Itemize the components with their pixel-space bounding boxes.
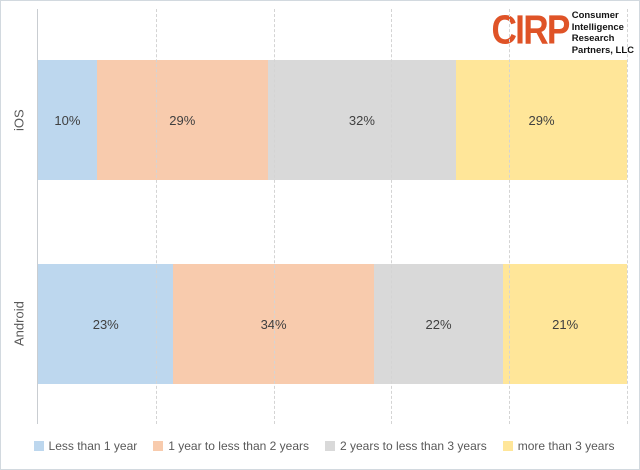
bar-segment: 21%	[503, 264, 627, 384]
plot-area: 10% 29% 32% 29% 23% 34% 22% 21%	[37, 9, 628, 424]
logo-org-line: Consumer	[571, 10, 619, 21]
cirp-logo-wordmark: CIRP	[491, 8, 571, 53]
logo-org-line: Research	[571, 33, 615, 44]
bar-segment: 23%	[38, 264, 174, 384]
legend-swatch-icon	[33, 441, 44, 451]
gridline-40pct	[273, 9, 275, 424]
gridline-20pct	[155, 9, 157, 424]
cirp-logo: CIRP Consumer Intelligence Research Part…	[481, 7, 634, 56]
stacked-bar-ios: 10% 29% 32% 29%	[38, 60, 627, 180]
cirp-logo-org-name: Consumer Intelligence Research Partners,…	[572, 7, 634, 56]
legend-swatch-icon	[502, 441, 513, 451]
bar-segment: 32%	[267, 60, 457, 180]
gridline-60pct	[391, 9, 393, 424]
legend-item: 1 year to less than 2 years	[153, 439, 309, 453]
legend-item: more than 3 years	[502, 439, 615, 453]
y-axis-label-android: Android	[11, 301, 27, 347]
legend-label: Less than 1 year	[48, 439, 138, 453]
legend-label: more than 3 years	[517, 439, 615, 453]
bar-segment: 29%	[96, 60, 268, 180]
logo-org-line: Partners, LLC	[571, 44, 634, 56]
legend-label: 1 year to less than 2 years	[168, 439, 309, 453]
gridline-80pct	[509, 9, 511, 424]
legend-swatch-icon	[325, 441, 335, 451]
bar-segment: 10%	[38, 60, 97, 180]
y-axis-label-ios: iOS	[11, 109, 27, 131]
logo-org-line: Intelligence	[571, 21, 624, 33]
legend-swatch-icon	[153, 441, 164, 451]
legend-label: 2 years to less than 3 years	[340, 439, 487, 453]
legend-item: Less than 1 year	[33, 439, 138, 453]
bar-segment: 29%	[456, 60, 627, 180]
stacked-bar-android: 23% 34% 22% 21%	[38, 264, 627, 384]
legend-item: 2 years to less than 3 years	[325, 439, 487, 453]
legend: Less than 1 year 1 year to less than 2 ye…	[31, 437, 617, 455]
bar-segment: 22%	[373, 264, 504, 384]
gridline-100pct	[627, 9, 628, 424]
